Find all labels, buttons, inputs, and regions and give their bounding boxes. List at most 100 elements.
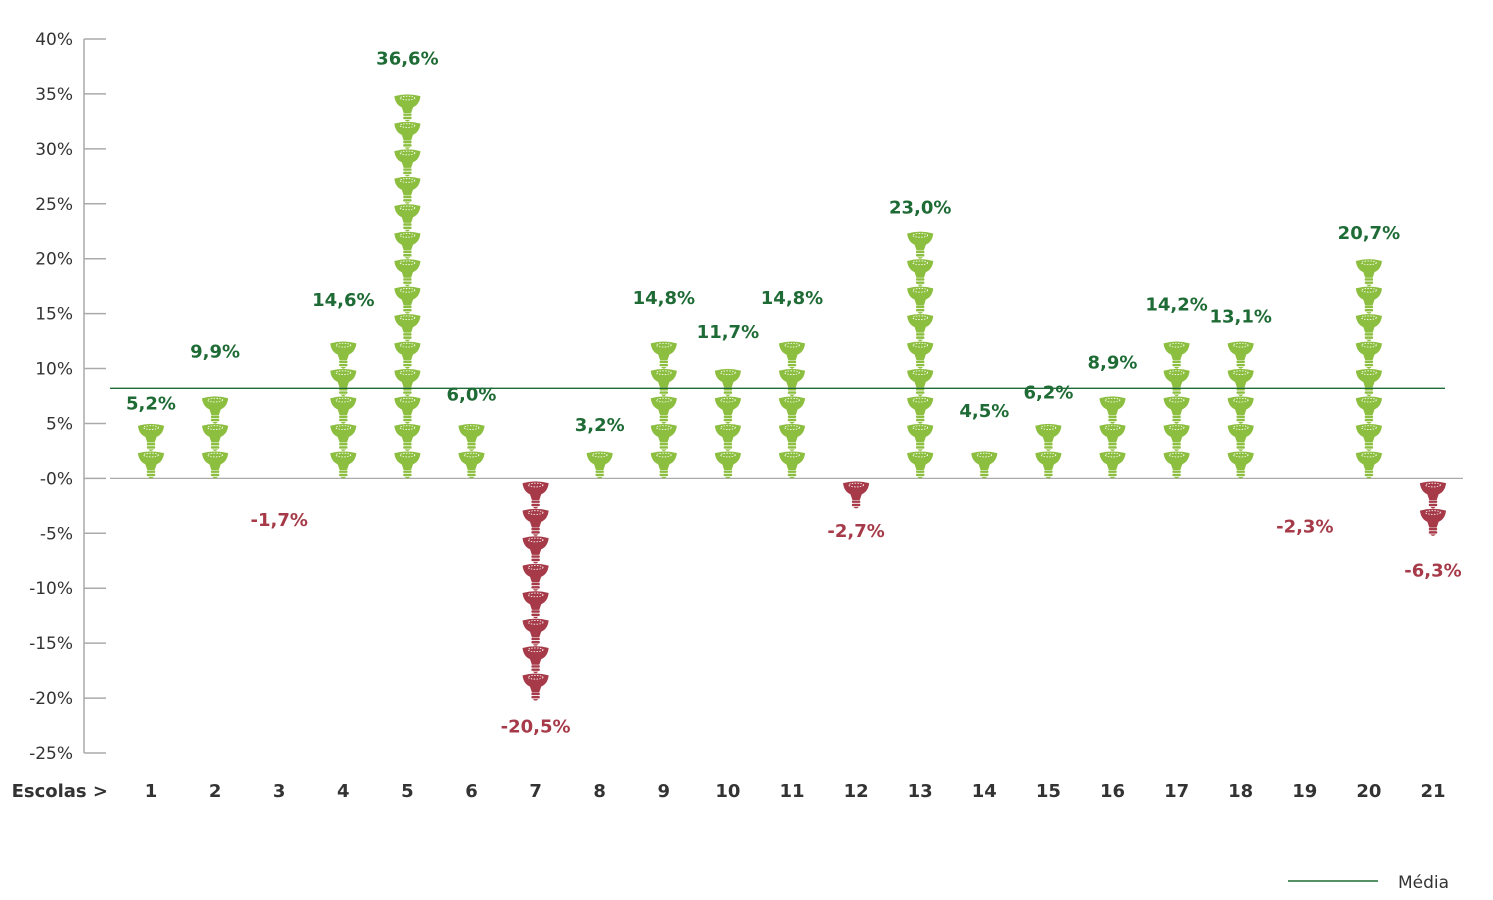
light-bulb-icon — [970, 423, 998, 446]
y-tick-label: 25% — [35, 195, 73, 215]
y-tick-label: 20% — [35, 250, 73, 270]
light-bulb-icon — [393, 203, 421, 232]
light-bulb-icon — [1227, 340, 1255, 369]
light-bulb-icon — [778, 423, 806, 451]
y-tick-label: -5% — [40, 524, 73, 544]
data-label: 3,2% — [575, 415, 625, 436]
data-label: 11,7% — [697, 322, 759, 343]
data-label: 13,1% — [1209, 306, 1271, 327]
x-axis: Escolas >1 2 3 4 5 6 7 8 9 10 11 12 13 14 15 16 17 18 19 20… — [12, 477, 1463, 802]
light-bulb-icon — [650, 368, 678, 396]
light-bulb-icon — [650, 395, 678, 424]
light-bulb-icon — [393, 93, 421, 122]
light-bulb-icon — [1227, 450, 1255, 479]
bar-school-4 — [329, 313, 357, 479]
light-bulb-icon — [778, 313, 806, 339]
light-bulb-icon — [201, 395, 229, 424]
data-label: 36,6% — [376, 48, 438, 69]
light-bulb-icon — [522, 480, 550, 509]
x-tick-label: 15 — [1036, 781, 1061, 802]
x-tick-label: 4 — [337, 781, 350, 802]
light-bulb-icon — [1163, 313, 1191, 333]
light-bulb-icon — [393, 286, 421, 314]
light-bulb-icon — [1355, 450, 1383, 479]
light-bulb-icon — [650, 423, 678, 451]
light-bulb-icon — [778, 395, 806, 424]
light-bulb-icon — [906, 340, 934, 369]
data-label: -2,7% — [827, 521, 884, 542]
bar-school-19 — [1291, 482, 1319, 509]
bar-school-18 — [1227, 313, 1255, 479]
x-tick-label: 17 — [1164, 781, 1189, 802]
data-labels: 5,2% 9,9% -1,7% 14,6% 36,6% 6,0% -20,5% 3,2% 14,… — [126, 48, 1462, 737]
data-label: 4,5% — [959, 401, 1009, 422]
light-bulb-icon — [393, 258, 421, 287]
light-bulb-icon — [650, 340, 678, 369]
x-tick-label: 2 — [209, 781, 222, 802]
legend: Média — [1288, 873, 1449, 893]
light-bulb-icon — [457, 450, 486, 479]
data-label: 9,9% — [190, 342, 240, 363]
light-bulb-icon — [906, 395, 934, 424]
x-tick-label: 8 — [593, 781, 606, 802]
light-bulb-icon — [522, 590, 550, 619]
bar-school-20 — [1355, 231, 1383, 479]
bar-school-5 — [393, 66, 421, 479]
light-bulb-icon — [1355, 395, 1383, 424]
light-bulb-icon — [522, 508, 550, 536]
light-bulb-icon — [1163, 423, 1191, 451]
bar-school-17 — [1163, 313, 1191, 479]
light-bulb-icon — [1227, 368, 1255, 396]
pictograph-columns — [137, 66, 1447, 729]
light-bulb-icon — [393, 121, 421, 149]
light-bulb-icon — [329, 450, 357, 479]
x-tick-label: 16 — [1100, 781, 1125, 802]
x-axis-title: Escolas > — [12, 781, 108, 802]
light-bulb-icon — [1419, 548, 1447, 564]
bar-school-14 — [970, 423, 998, 479]
light-bulb-icon — [714, 423, 742, 451]
x-tick-label: 7 — [529, 781, 542, 802]
y-tick-label: -10% — [29, 579, 73, 599]
light-bulb-icon — [137, 423, 165, 451]
data-label: 23,0% — [889, 198, 951, 219]
light-bulb-icon — [1355, 368, 1383, 396]
light-bulb-icon — [1034, 423, 1062, 451]
light-bulb-icon — [1098, 450, 1127, 479]
x-tick-label: 20 — [1356, 781, 1381, 802]
light-bulb-icon — [906, 258, 934, 287]
light-bulb-icon — [265, 489, 293, 509]
light-bulb-icon — [842, 480, 870, 509]
light-bulb-icon — [1163, 395, 1191, 424]
light-bulb-icon — [393, 231, 421, 259]
x-tick-label: 12 — [844, 781, 869, 802]
data-label: -6,3% — [1404, 561, 1461, 582]
x-tick-label: 21 — [1420, 781, 1445, 802]
data-label: 14,6% — [312, 290, 374, 311]
bar-school-9 — [650, 313, 678, 479]
bar-school-3 — [265, 489, 293, 509]
light-bulb-icon — [650, 313, 678, 339]
light-bulb-icon — [778, 368, 806, 396]
light-bulb-icon — [393, 66, 421, 84]
x-tick-label: 1 — [145, 781, 158, 802]
light-bulb-icon — [201, 423, 229, 451]
x-tick-label: 3 — [273, 781, 286, 802]
light-bulb-icon — [1355, 313, 1383, 342]
data-label: 5,2% — [126, 393, 176, 414]
light-bulb-icon — [906, 368, 934, 396]
light-bulb-icon — [393, 423, 421, 451]
light-bulb-icon — [329, 313, 357, 337]
data-label: 6,0% — [447, 384, 497, 405]
x-tick-label: 6 — [465, 781, 478, 802]
data-label: -20,5% — [501, 717, 571, 738]
y-tick-label: 10% — [35, 360, 73, 380]
y-tick-label: 5% — [46, 414, 73, 434]
light-bulb-icon — [906, 231, 934, 259]
bar-school-6 — [457, 395, 486, 479]
light-bulb-icon — [714, 395, 742, 424]
light-bulb-icon — [1227, 395, 1255, 424]
data-label: 14,8% — [761, 288, 823, 309]
light-bulb-icon — [393, 313, 421, 342]
